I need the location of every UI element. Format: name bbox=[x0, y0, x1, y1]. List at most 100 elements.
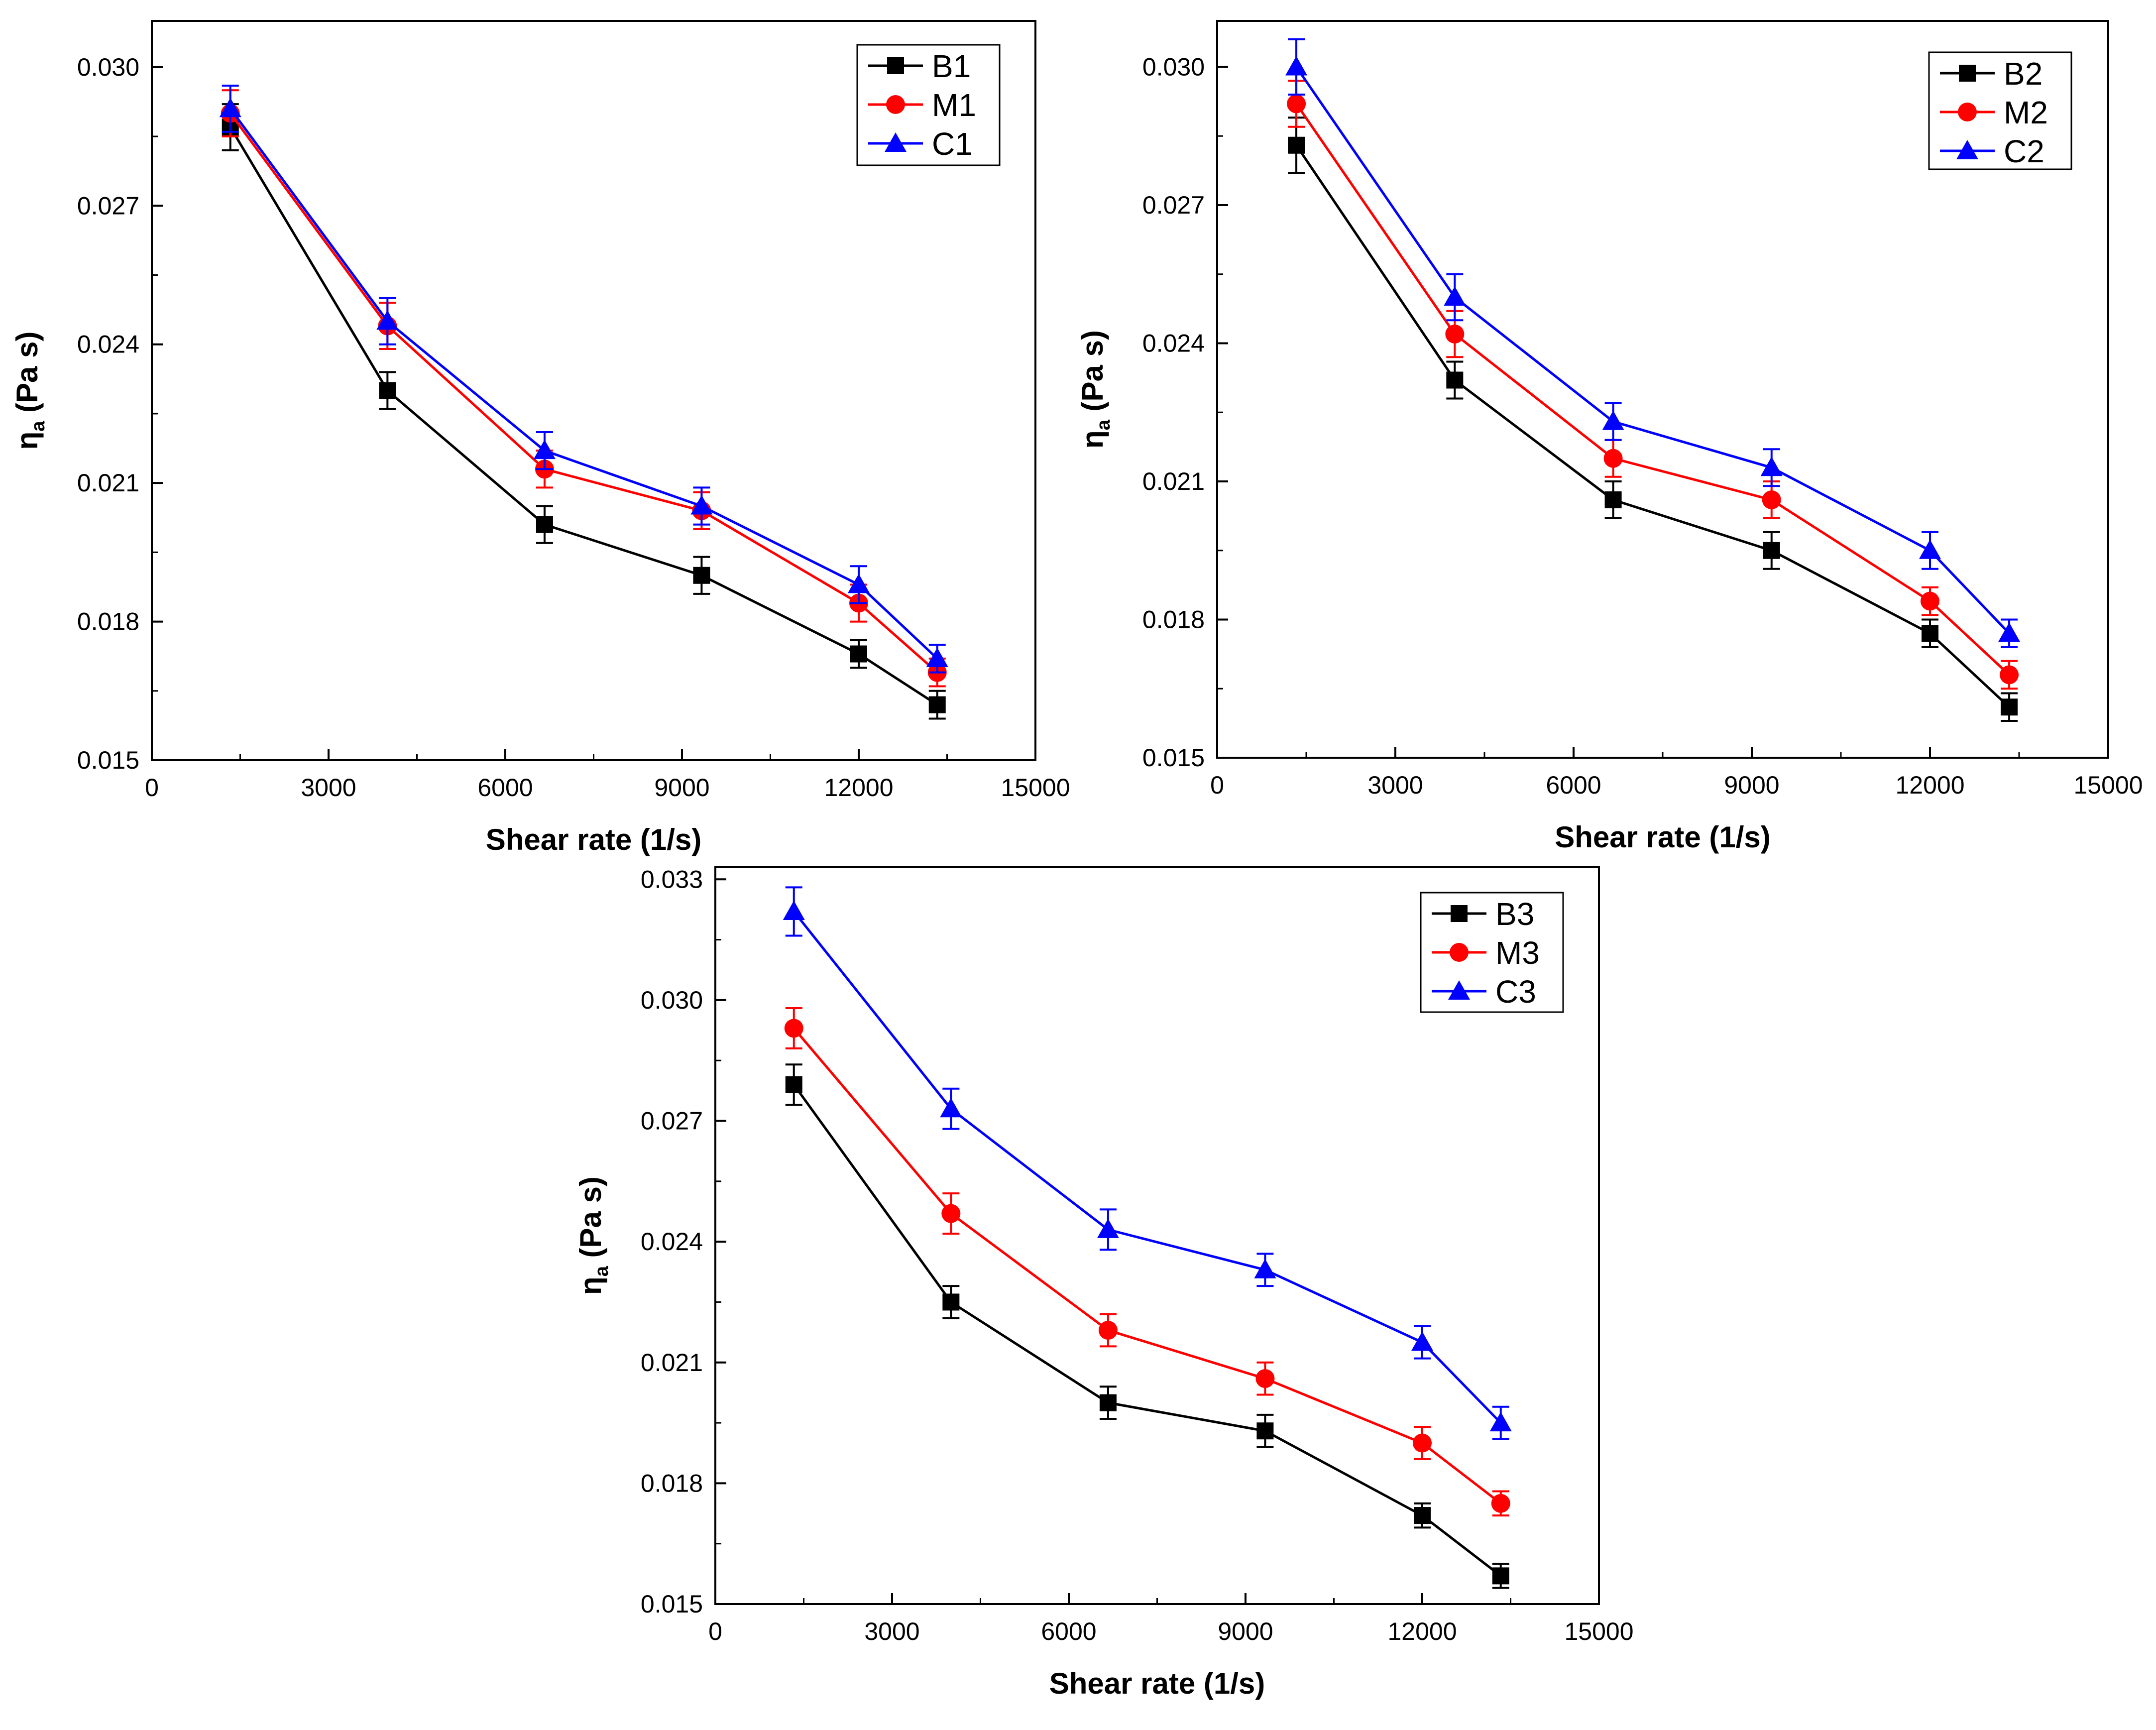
legend-marker-M2 bbox=[1958, 103, 1977, 121]
y-axis-title: ηa (Pa s) bbox=[10, 332, 49, 450]
x-tick-label: 6000 bbox=[477, 774, 533, 802]
y-axis-title-units: (Pa s) bbox=[1076, 330, 1109, 420]
y-tick-label: 0.021 bbox=[77, 469, 139, 497]
data-point-B3 bbox=[942, 1293, 960, 1311]
data-point-M3 bbox=[1098, 1321, 1118, 1340]
x-tick-label: 0 bbox=[708, 1617, 722, 1645]
legend-label-C3: C3 bbox=[1495, 974, 1536, 1010]
x-tick-label: 15000 bbox=[2073, 771, 2143, 799]
x-tick-label: 12000 bbox=[1387, 1617, 1457, 1645]
x-tick-label: 0 bbox=[1210, 771, 1224, 799]
series-line-B1 bbox=[229, 126, 938, 706]
legend-label-M2: M2 bbox=[2004, 95, 2048, 130]
data-point-C3 bbox=[1254, 1259, 1276, 1278]
y-tick-label: 0.027 bbox=[77, 192, 139, 220]
legend-marker-C1 bbox=[885, 132, 907, 152]
x-tick-label: 9000 bbox=[1724, 771, 1779, 799]
series-M3 bbox=[784, 1007, 1510, 1517]
data-point-B2 bbox=[1763, 542, 1780, 559]
y-axis-title-subscript: a bbox=[591, 1266, 612, 1276]
y-axis-title: ηa (Pa s) bbox=[1076, 330, 1114, 449]
y-tick-label: 0.021 bbox=[1142, 467, 1205, 495]
data-point-B1 bbox=[536, 516, 553, 533]
legend-marker-B1 bbox=[887, 57, 904, 74]
series-C2 bbox=[1285, 38, 2021, 648]
data-point-B2 bbox=[1446, 371, 1464, 389]
legend-marker-B3 bbox=[1451, 905, 1468, 922]
y-axis-title-symbol: η bbox=[10, 432, 44, 450]
y-axis-title: ηa (Pa s) bbox=[574, 1176, 612, 1295]
legend-label-C1: C1 bbox=[932, 126, 973, 162]
series-C1 bbox=[219, 84, 948, 674]
y-tick-label: 0.024 bbox=[1142, 330, 1205, 357]
data-point-C3 bbox=[1489, 1412, 1512, 1432]
data-point-C2 bbox=[1602, 410, 1624, 430]
chart-panel-3: 0 3000 6000 9000 12000 15000 0.015 0.018 0.021 0.… bbox=[574, 865, 1634, 1700]
x-tick-label: 3000 bbox=[301, 774, 356, 802]
data-point-M2 bbox=[2000, 665, 2019, 685]
data-point-M3 bbox=[1491, 1494, 1510, 1513]
y-tick-label: 0.030 bbox=[77, 53, 139, 81]
chart-panel-2: 0 3000 6000 9000 12000 15000 0.015 0.018 0.021 0.… bbox=[1076, 20, 2143, 854]
series-B3 bbox=[785, 1063, 1509, 1589]
x-tick-label: 9000 bbox=[654, 774, 709, 802]
y-tick-label: 0.018 bbox=[1142, 606, 1205, 634]
data-point-C3 bbox=[1411, 1331, 1433, 1351]
series-line-M2 bbox=[1295, 103, 2010, 676]
series-B1 bbox=[222, 103, 946, 720]
x-tick-label: 3000 bbox=[1367, 771, 1423, 799]
y-tick-label: 0.033 bbox=[641, 865, 703, 893]
y-tick-label: 0.015 bbox=[1142, 744, 1205, 772]
x-axis-title: Shear rate (1/s) bbox=[1555, 820, 1771, 854]
x-axis-title: Shear rate (1/s) bbox=[486, 823, 702, 856]
data-point-C1 bbox=[848, 574, 870, 593]
data-point-B2 bbox=[1922, 625, 1938, 642]
data-point-B3 bbox=[1099, 1394, 1117, 1411]
legend-label-B2: B2 bbox=[2004, 56, 2043, 92]
data-point-M3 bbox=[941, 1204, 961, 1223]
data-point-C2 bbox=[1998, 622, 2021, 642]
data-point-C1 bbox=[376, 310, 399, 330]
series-line-C3 bbox=[793, 911, 1502, 1424]
data-point-C3 bbox=[783, 900, 805, 920]
y-tick-label: 0.024 bbox=[77, 331, 139, 358]
data-point-B1 bbox=[850, 645, 867, 663]
series-M2 bbox=[1287, 80, 2019, 690]
legend-label-B3: B3 bbox=[1495, 896, 1534, 932]
y-axis-title-units: (Pa s) bbox=[10, 332, 44, 421]
data-point-B3 bbox=[1256, 1422, 1274, 1440]
data-point-B3 bbox=[1492, 1567, 1509, 1585]
series-line-M1 bbox=[229, 113, 938, 674]
y-axis-title-units: (Pa s) bbox=[574, 1176, 607, 1266]
data-point-B1 bbox=[928, 696, 946, 713]
legend-marker-M1 bbox=[886, 95, 905, 114]
data-point-M2 bbox=[1603, 449, 1623, 468]
legend-marker-M3 bbox=[1450, 943, 1469, 962]
legend-label-M1: M1 bbox=[932, 87, 976, 123]
x-tick-label: 0 bbox=[145, 774, 159, 802]
y-tick-label: 0.018 bbox=[77, 608, 139, 636]
y-axis-title-subscript: a bbox=[1093, 419, 1114, 430]
x-tick-label: 9000 bbox=[1218, 1617, 1273, 1645]
data-point-C2 bbox=[1285, 56, 1308, 76]
data-point-M3 bbox=[1413, 1433, 1432, 1453]
data-point-C3 bbox=[1097, 1218, 1119, 1238]
y-tick-label: 0.030 bbox=[641, 986, 703, 1014]
data-point-B2 bbox=[2001, 698, 2018, 716]
legend-label-M3: M3 bbox=[1495, 935, 1540, 971]
series-line-M3 bbox=[793, 1027, 1502, 1504]
legend-marker-C2 bbox=[1956, 140, 1978, 159]
y-tick-label: 0.015 bbox=[641, 1590, 703, 1618]
data-point-M3 bbox=[784, 1019, 803, 1038]
y-tick-label: 0.024 bbox=[641, 1228, 703, 1256]
x-tick-label: 12000 bbox=[824, 774, 893, 802]
series-line-B3 bbox=[793, 1084, 1502, 1577]
data-point-C1 bbox=[533, 440, 556, 460]
y-axis-title-subscript: a bbox=[28, 421, 49, 432]
data-point-C2 bbox=[1919, 539, 1941, 559]
series-line-B2 bbox=[1295, 144, 2010, 708]
y-tick-label: 0.027 bbox=[1142, 191, 1205, 219]
